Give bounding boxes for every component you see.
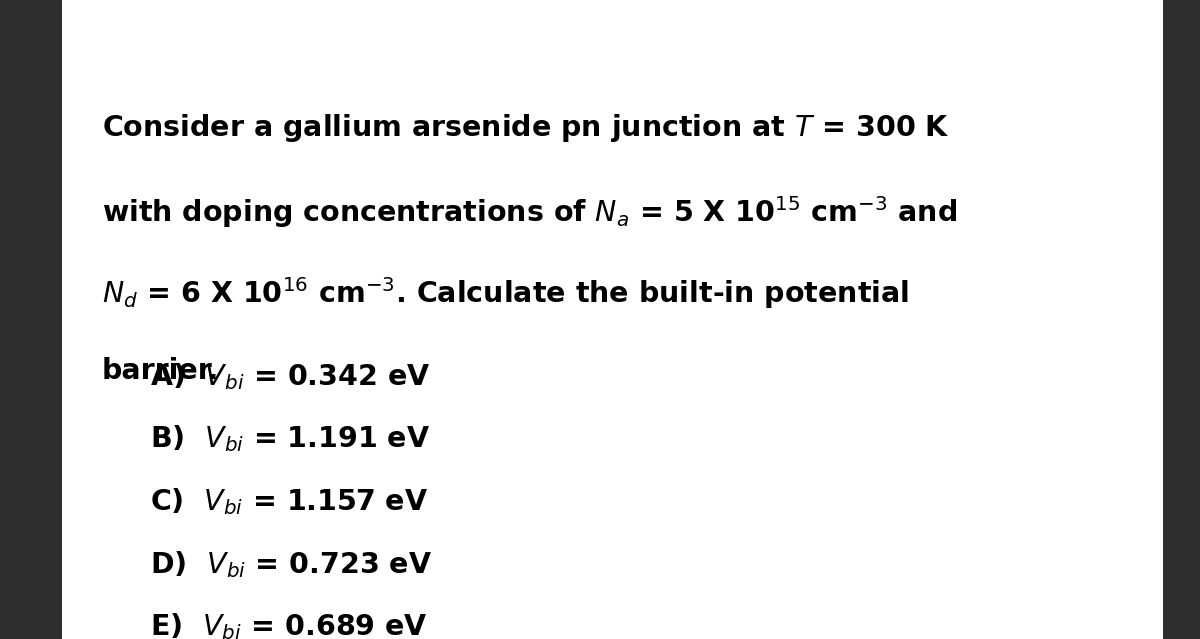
Text: with doping concentrations of $N_a$ = 5 X 10$^{15}$ cm$^{-3}$ and: with doping concentrations of $N_a$ = 5 … (102, 194, 958, 229)
Text: $N_d$ = 6 X 10$^{16}$ cm$^{-3}$. Calculate the built-in potential: $N_d$ = 6 X 10$^{16}$ cm$^{-3}$. Calcula… (102, 275, 910, 311)
Text: C)  $V_{bi}$ = 1.157 eV: C) $V_{bi}$ = 1.157 eV (150, 486, 428, 517)
Text: A)  $V_{bi}$ = 0.342 eV: A) $V_{bi}$ = 0.342 eV (150, 361, 431, 392)
Text: barrier.: barrier. (102, 357, 220, 385)
Text: D)  $V_{bi}$ = 0.723 eV: D) $V_{bi}$ = 0.723 eV (150, 549, 432, 580)
Text: Consider a gallium arsenide pn junction at $T$ = 300 K: Consider a gallium arsenide pn junction … (102, 112, 950, 144)
Text: B)  $V_{bi}$ = 1.191 eV: B) $V_{bi}$ = 1.191 eV (150, 424, 430, 454)
Text: E)  $V_{bi}$ = 0.689 eV: E) $V_{bi}$ = 0.689 eV (150, 612, 428, 639)
